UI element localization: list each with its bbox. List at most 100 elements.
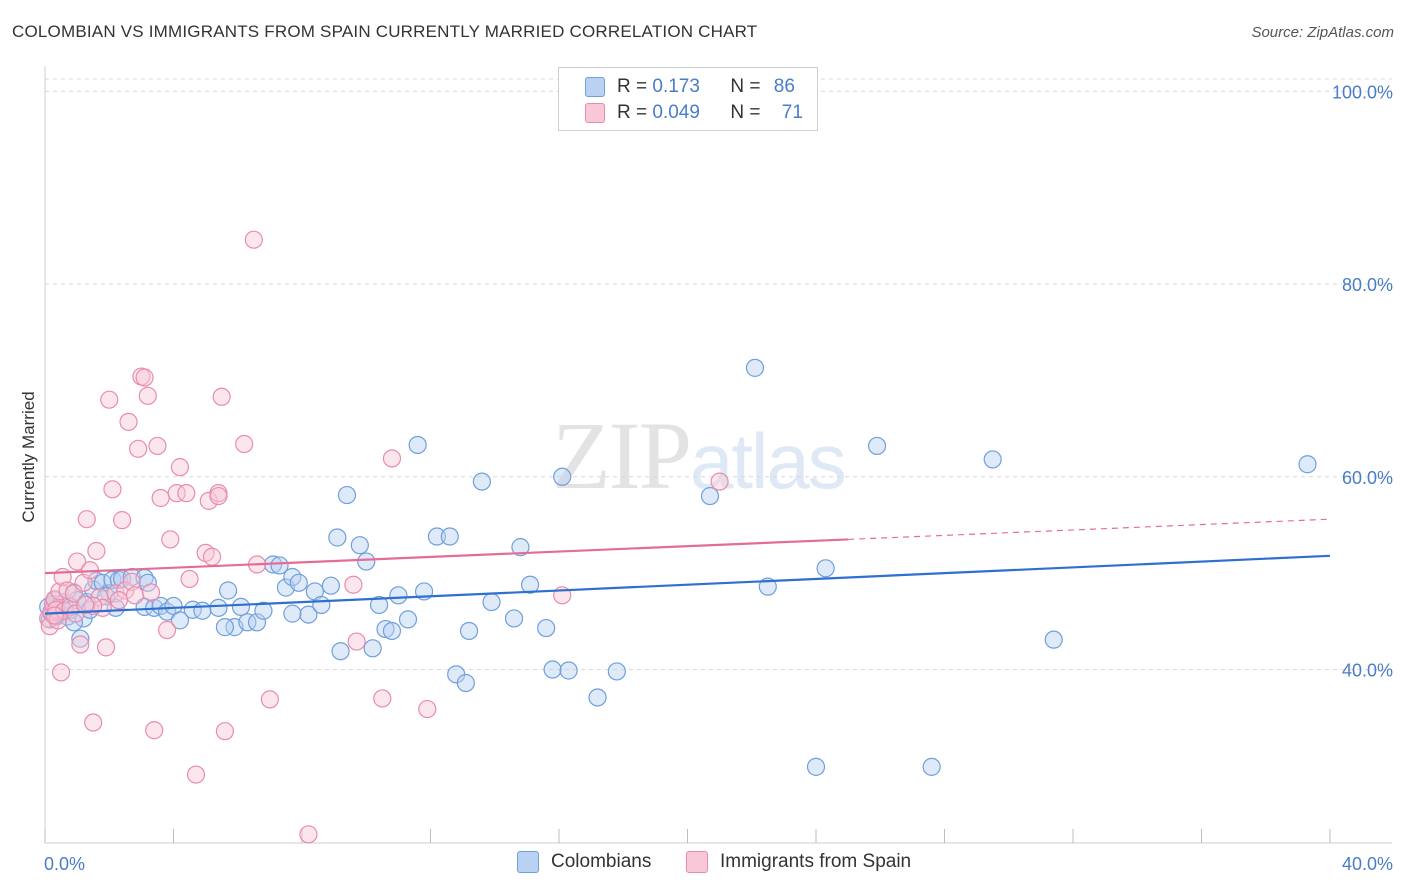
trend-line-extension-spain	[848, 518, 1331, 541]
axes	[44, 66, 1392, 844]
colombian-point	[459, 621, 479, 641]
colombian-point	[299, 605, 318, 624]
spain-point	[344, 575, 363, 594]
bottom-legend-label: Colombians	[551, 851, 652, 872]
legend-swatch-colombians	[585, 77, 605, 97]
colombian-point	[520, 575, 540, 594]
x-tick-label: 40.0%	[1342, 854, 1393, 874]
trend-line-spain	[44, 538, 849, 575]
colombian-point	[511, 538, 530, 557]
colombian-point	[504, 609, 524, 628]
spain-point	[148, 436, 167, 456]
spain-point	[103, 480, 122, 499]
colombian-point	[183, 600, 202, 619]
colombian-point	[389, 586, 408, 605]
spain-point	[209, 486, 228, 506]
legend-n-label: N =	[730, 102, 766, 123]
spain-point	[87, 541, 106, 561]
colombian-point	[588, 688, 607, 707]
colombian-point	[816, 559, 835, 578]
spain-point	[299, 825, 318, 844]
trend-line-colombians	[44, 554, 1331, 615]
spain-point	[48, 611, 67, 630]
legend-r-label: R =	[617, 76, 653, 97]
colombian-point	[427, 527, 447, 546]
colombian-point	[559, 661, 578, 680]
spain-point	[68, 552, 87, 571]
spain-point	[84, 713, 103, 732]
spain-point	[382, 449, 402, 468]
x-tick-label: 0.0%	[44, 854, 85, 874]
colombian-point	[1298, 455, 1317, 474]
spain-point	[51, 663, 71, 682]
y-tick-label: 80.0%	[1342, 275, 1393, 295]
bottom-legend-colombians: Colombians	[517, 851, 651, 873]
colombian-point	[337, 485, 357, 505]
colombian-point	[193, 601, 212, 620]
legend-r-value: 0.049	[652, 102, 700, 123]
spain-point	[161, 530, 180, 549]
bottom-legend-spain: Immigrants from Spain	[686, 851, 911, 873]
y-tick-label: 60.0%	[1342, 468, 1393, 488]
spain-point	[170, 458, 190, 477]
spain-point	[199, 491, 218, 510]
trend-lines	[44, 518, 1331, 615]
colombian-point	[376, 619, 395, 639]
colombian-point	[983, 450, 1002, 469]
colombian-point	[922, 757, 941, 776]
spain-point	[347, 632, 366, 651]
legend-n-value: 86	[773, 76, 795, 97]
spain-point	[129, 439, 148, 458]
colombian-point	[472, 472, 491, 491]
spain-point	[710, 472, 729, 491]
colombian-point	[312, 595, 331, 615]
spain-point	[157, 620, 177, 640]
colombian-point	[370, 595, 389, 615]
spain-point	[125, 586, 145, 605]
colombian-point	[867, 436, 887, 456]
colombian-point	[363, 639, 382, 658]
colombian-point	[215, 618, 234, 637]
spain-point	[109, 591, 128, 610]
spain-point	[177, 484, 196, 503]
spain-point	[373, 689, 392, 708]
colombian-point	[537, 618, 556, 638]
bottom-swatch-spain	[686, 851, 708, 873]
chart-source: Source: ZipAtlas.com	[1251, 24, 1394, 41]
spain-point	[235, 434, 254, 454]
colombian-point	[289, 573, 308, 592]
grid-lines	[45, 78, 1392, 671]
colombian-point	[700, 486, 720, 506]
spain-point	[145, 721, 164, 740]
colombian-point	[254, 601, 273, 620]
colombian-point	[398, 610, 418, 629]
colombian-point	[543, 660, 562, 679]
colombian-point	[219, 581, 238, 600]
colombian-point	[408, 435, 427, 455]
colombian-point	[1044, 630, 1063, 649]
spain-point	[180, 569, 199, 589]
tick-labels: 40.0% 60.0% 80.0% 100.0% 0.0% 40.0%	[44, 82, 1393, 874]
colombian-point	[350, 536, 369, 555]
colombian-point	[382, 621, 402, 641]
colombian-point	[331, 642, 350, 661]
colombian-point	[231, 597, 251, 616]
colombian-point	[71, 629, 90, 648]
colombian-point	[456, 673, 475, 693]
spain-point	[45, 606, 64, 625]
legend-swatch-spain	[585, 103, 605, 123]
y-tick-label: 100.0%	[1332, 82, 1393, 102]
colombian-point	[209, 598, 228, 617]
colombian-point	[482, 592, 501, 612]
spain-point	[418, 699, 437, 719]
legend-n-value: 71	[781, 102, 803, 123]
watermark-zip: ZIP	[552, 402, 692, 509]
spain-point	[202, 547, 222, 566]
spain-point	[215, 722, 234, 741]
spain-point	[244, 230, 263, 249]
colombian-point	[745, 358, 765, 377]
colombian-point	[806, 757, 826, 776]
colombian-point	[238, 613, 257, 632]
spain-point	[260, 690, 279, 709]
